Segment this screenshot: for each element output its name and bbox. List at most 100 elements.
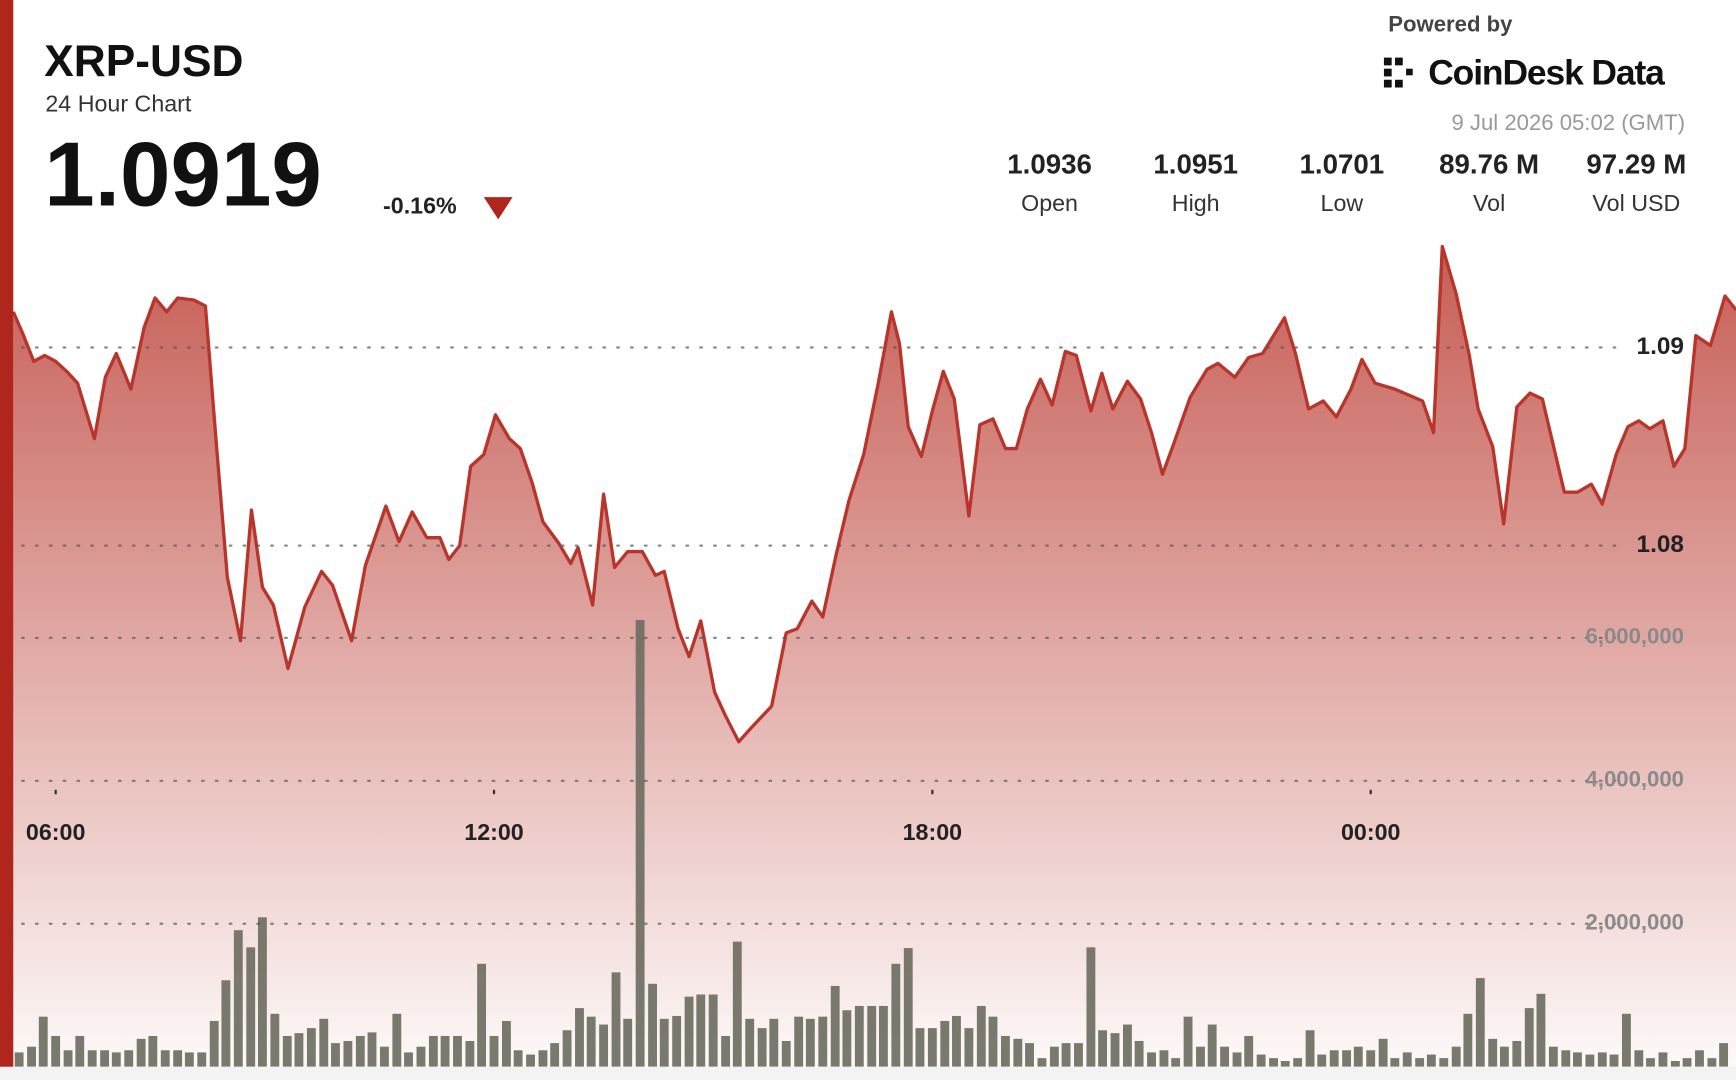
- volume-bar: [63, 1050, 73, 1067]
- volume-bar: [1695, 1050, 1704, 1067]
- volume-bar: [1025, 1043, 1034, 1067]
- volume-bar: [184, 1052, 194, 1067]
- volume-bar: [428, 1035, 438, 1067]
- price-line: [11, 244, 1736, 744]
- volume-bar: [1232, 1052, 1242, 1067]
- volume-bar: [173, 1050, 183, 1067]
- stat-value: 89.76 M: [1439, 148, 1539, 179]
- volume-bar: [233, 930, 243, 1067]
- volume-bar: [379, 1046, 389, 1067]
- volume-bar: [453, 1035, 462, 1067]
- brand: CoinDesk Data: [1428, 53, 1665, 93]
- volume-bar: [319, 1018, 329, 1067]
- volume-bar: [1536, 993, 1546, 1067]
- volume-bar: [392, 1013, 402, 1067]
- volume-bar: [1719, 1043, 1729, 1067]
- volume-bar: [257, 917, 267, 1067]
- x-tick-label: 00:00: [1341, 819, 1400, 845]
- volume-bar: [1548, 1046, 1558, 1067]
- volume-bar: [1305, 1030, 1315, 1067]
- volume-bar: [160, 1050, 170, 1067]
- stat-label: Vol: [1473, 190, 1505, 216]
- volume-bar: [1658, 1052, 1668, 1067]
- volume-bar: [1670, 1060, 1680, 1067]
- volume-bar: [502, 1020, 511, 1067]
- volume-bar: [526, 1054, 535, 1067]
- volume-bar: [1220, 1046, 1230, 1067]
- volume-bar: [221, 980, 231, 1067]
- volume-bar: [952, 1015, 961, 1067]
- volume-bar: [331, 1043, 340, 1067]
- volume-bar: [757, 1028, 767, 1067]
- area-fill: [13, 246, 1736, 1067]
- volume-bar: [903, 948, 913, 1067]
- volume-bar: [964, 1028, 974, 1067]
- volume-bar: [367, 1032, 377, 1067]
- volume-bar: [282, 1035, 292, 1067]
- volume-bar: [599, 1024, 609, 1067]
- volume-bar: [489, 1035, 499, 1067]
- volume-bar: [1439, 1058, 1449, 1067]
- volume-bar: [1074, 1043, 1083, 1067]
- volume-bar: [87, 1050, 97, 1067]
- volume-bar: [927, 1028, 937, 1067]
- volume-bar: [477, 963, 487, 1067]
- axes: 06:00 12:00 18:00 00:00 1.08 1.09 2,000,000 4,0…: [21, 333, 1684, 935]
- stat-value: 1.0951: [1153, 148, 1238, 179]
- volume-bar: [1646, 1058, 1655, 1067]
- volume-bar: [1353, 1046, 1363, 1067]
- volume-bar: [891, 963, 901, 1067]
- volume-bar: [745, 1018, 755, 1067]
- volume-bar: [586, 1016, 596, 1067]
- y-tick-label: 1.08: [1637, 531, 1684, 558]
- volume-bar: [1269, 1058, 1278, 1067]
- volume-bar: [355, 1035, 365, 1067]
- volume-bar: [1256, 1054, 1266, 1067]
- volume-bar: [1426, 1054, 1436, 1067]
- volume-bar: [51, 1035, 61, 1067]
- volume-bar: [1196, 1046, 1205, 1067]
- volume-bar: [1317, 1054, 1327, 1067]
- volume-bar: [1499, 1046, 1509, 1067]
- volume-bar: [575, 1008, 584, 1067]
- volume-bar: [1585, 1054, 1595, 1067]
- volume-bar: [1609, 1054, 1619, 1067]
- volume-bar: [696, 994, 706, 1067]
- volume-bar: [562, 1030, 572, 1067]
- volume-bar: [209, 1020, 219, 1067]
- price: 1.0919: [44, 125, 322, 226]
- volume-bar: [1561, 1050, 1571, 1067]
- volume-bar: [1110, 1033, 1120, 1067]
- volume-bar: [976, 1005, 986, 1067]
- volume-bar: [1244, 1035, 1254, 1067]
- volume-bar: [1122, 1024, 1132, 1067]
- volume-bar: [1293, 1058, 1303, 1067]
- stat-label: Open: [1021, 190, 1078, 216]
- volume-bar: [1000, 1035, 1010, 1067]
- volume-bar: [1634, 1050, 1644, 1067]
- volume-bar: [732, 941, 742, 1067]
- x-tick-label: 18:00: [903, 819, 962, 845]
- accent-bar: [0, 0, 14, 1080]
- volume-bar: [1451, 1046, 1461, 1067]
- volume-bar: [1390, 1058, 1400, 1067]
- volume-bar: [1098, 1030, 1108, 1067]
- stat-value: 1.0701: [1300, 148, 1385, 179]
- volume-bar: [27, 1046, 36, 1067]
- volume-bar: [1682, 1058, 1692, 1067]
- volume-bar: [611, 972, 621, 1067]
- volume-bar: [1037, 1058, 1047, 1067]
- volume-bar: [830, 985, 840, 1067]
- volume-bar: [1086, 947, 1096, 1067]
- volume-bar: [818, 1016, 828, 1067]
- volume-bar: [197, 1052, 207, 1067]
- symbol: XRP-USD: [44, 37, 243, 86]
- stat-value: 1.0936: [1007, 148, 1092, 179]
- volume-bar: [769, 1018, 779, 1067]
- volume-bar: [1415, 1058, 1425, 1067]
- brand-logo: [1383, 57, 1413, 88]
- volume-bar: [404, 1052, 413, 1067]
- volume-bar: [1573, 1052, 1582, 1067]
